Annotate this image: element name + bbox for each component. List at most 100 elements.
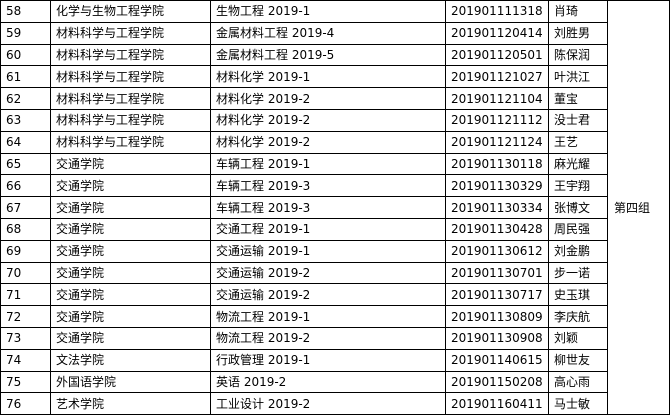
table-row: 70 交通学院 交通运输 2019-2 201901130701 步一诺 (0, 261, 670, 285)
table-row: 68 交通学院 交通工程 2019-1 201901130428 周民强 (0, 217, 670, 241)
row-number: 62 (0, 87, 51, 110)
major-class: 工业设计 2019-2 (210, 392, 446, 415)
college: 交通学院 (50, 217, 211, 241)
student-name: 刘胜男 (548, 21, 608, 45)
student-id: 201901121112 (445, 108, 549, 132)
row-number: 76 (0, 392, 51, 415)
table-row: 75 外国语学院 英语 2019-2 201901150208 高心雨 (0, 370, 670, 394)
college: 交通学院 (50, 174, 211, 198)
row-number: 67 (0, 196, 51, 219)
table-row: 62 材料科学与工程学院 材料化学 2019-2 201901121104 董宝 (0, 87, 670, 110)
major-class: 物流工程 2019-1 (210, 305, 446, 328)
row-number: 66 (0, 174, 51, 198)
major-class: 英语 2019-2 (210, 370, 446, 394)
student-id: 201901120501 (445, 43, 549, 67)
student-id: 201901130329 (445, 174, 549, 198)
college: 材料科学与工程学院 (50, 43, 211, 67)
table-row: 59 材料科学与工程学院 金属材料工程 2019-4 201901120414 刘胜男 (0, 21, 670, 45)
row-number: 70 (0, 261, 51, 285)
major-class: 金属材料工程 2019-5 (210, 43, 446, 67)
row-number: 75 (0, 370, 51, 394)
student-name: 刘颖 (548, 326, 608, 350)
student-name: 王宇翔 (548, 174, 608, 198)
student-name: 没士君 (548, 108, 608, 132)
row-number: 60 (0, 43, 51, 67)
student-name: 柳世友 (548, 348, 608, 372)
college: 文法学院 (50, 348, 211, 372)
student-name: 史玉琪 (548, 283, 608, 307)
table-row: 65 交通学院 车辆工程 2019-1 201901130118 麻光耀 (0, 152, 670, 176)
major-class: 材料化学 2019-2 (210, 130, 446, 154)
major-class: 交通运输 2019-2 (210, 283, 446, 307)
student-name: 麻光耀 (548, 152, 608, 176)
major-class: 物流工程 2019-2 (210, 326, 446, 350)
student-id: 201901121124 (445, 130, 549, 154)
student-id: 201901130118 (445, 152, 549, 176)
student-name: 周民强 (548, 217, 608, 241)
college: 交通学院 (50, 283, 211, 307)
table-row: 67 交通学院 车辆工程 2019-3 201901130334 张博文 (0, 196, 670, 219)
table-row: 66 交通学院 车辆工程 2019-3 201901130329 王宇翔 (0, 174, 670, 198)
table-row: 76 艺术学院 工业设计 2019-2 201901160411 马士敏 (0, 392, 670, 415)
row-number: 72 (0, 305, 51, 328)
student-id: 201901121027 (445, 65, 549, 89)
college: 艺术学院 (50, 392, 211, 415)
student-id: 201901130428 (445, 217, 549, 241)
college: 交通学院 (50, 326, 211, 350)
table-row: 61 材料科学与工程学院 材料化学 2019-1 201901121027 叶洪江 (0, 65, 670, 89)
major-class: 行政管理 2019-1 (210, 348, 446, 372)
student-id: 201901130334 (445, 196, 549, 219)
college: 交通学院 (50, 305, 211, 328)
college: 交通学院 (50, 239, 211, 263)
row-number: 73 (0, 326, 51, 350)
college: 材料科学与工程学院 (50, 130, 211, 154)
row-number: 68 (0, 217, 51, 241)
college: 交通学院 (50, 196, 211, 219)
college: 化学与生物工程学院 (50, 0, 211, 23)
table-row: 69 交通学院 交通运输 2019-1 201901130612 刘金鹏 (0, 239, 670, 263)
row-number: 65 (0, 152, 51, 176)
student-id: 201901121104 (445, 87, 549, 110)
row-number: 63 (0, 108, 51, 132)
row-number: 61 (0, 65, 51, 89)
college: 交通学院 (50, 261, 211, 285)
student-id: 201901160411 (445, 392, 549, 415)
college: 交通学院 (50, 152, 211, 176)
row-number: 69 (0, 239, 51, 263)
major-class: 交通工程 2019-1 (210, 217, 446, 241)
table-row: 71 交通学院 交通运输 2019-2 201901130717 史玉琪 (0, 283, 670, 307)
student-name: 马士敏 (548, 392, 608, 415)
college: 材料科学与工程学院 (50, 87, 211, 110)
major-class: 交通运输 2019-1 (210, 239, 446, 263)
table-row: 60 材料科学与工程学院 金属材料工程 2019-5 201901120501 陈保润 (0, 43, 670, 67)
row-number: 64 (0, 130, 51, 154)
table-row: 72 交通学院 物流工程 2019-1 201901130809 李庆航 (0, 305, 670, 328)
student-id: 201901150208 (445, 370, 549, 394)
student-name: 叶洪江 (548, 65, 608, 89)
student-id: 201901130717 (445, 283, 549, 307)
college: 材料科学与工程学院 (50, 21, 211, 45)
student-id: 201901130612 (445, 239, 549, 263)
major-class: 车辆工程 2019-1 (210, 152, 446, 176)
major-class: 车辆工程 2019-3 (210, 196, 446, 219)
table-row: 64 材料科学与工程学院 材料化学 2019-2 201901121124 王艺 (0, 130, 670, 154)
group-label: 第四组 (607, 0, 670, 415)
college: 材料科学与工程学院 (50, 65, 211, 89)
major-class: 材料化学 2019-1 (210, 65, 446, 89)
student-id: 201901120414 (445, 21, 549, 45)
major-class: 车辆工程 2019-3 (210, 174, 446, 198)
student-id: 201901130809 (445, 305, 549, 328)
major-class: 材料化学 2019-2 (210, 108, 446, 132)
student-id: 201901130701 (445, 261, 549, 285)
student-id: 201901111318 (445, 0, 549, 23)
major-class: 交通运输 2019-2 (210, 261, 446, 285)
major-class: 金属材料工程 2019-4 (210, 21, 446, 45)
student-id: 201901130908 (445, 326, 549, 350)
table-row: 74 文法学院 行政管理 2019-1 201901140615 柳世友 (0, 348, 670, 372)
major-class: 生物工程 2019-1 (210, 0, 446, 23)
row-number: 74 (0, 348, 51, 372)
student-name: 李庆航 (548, 305, 608, 328)
row-number: 59 (0, 21, 51, 45)
student-name: 刘金鹏 (548, 239, 608, 263)
